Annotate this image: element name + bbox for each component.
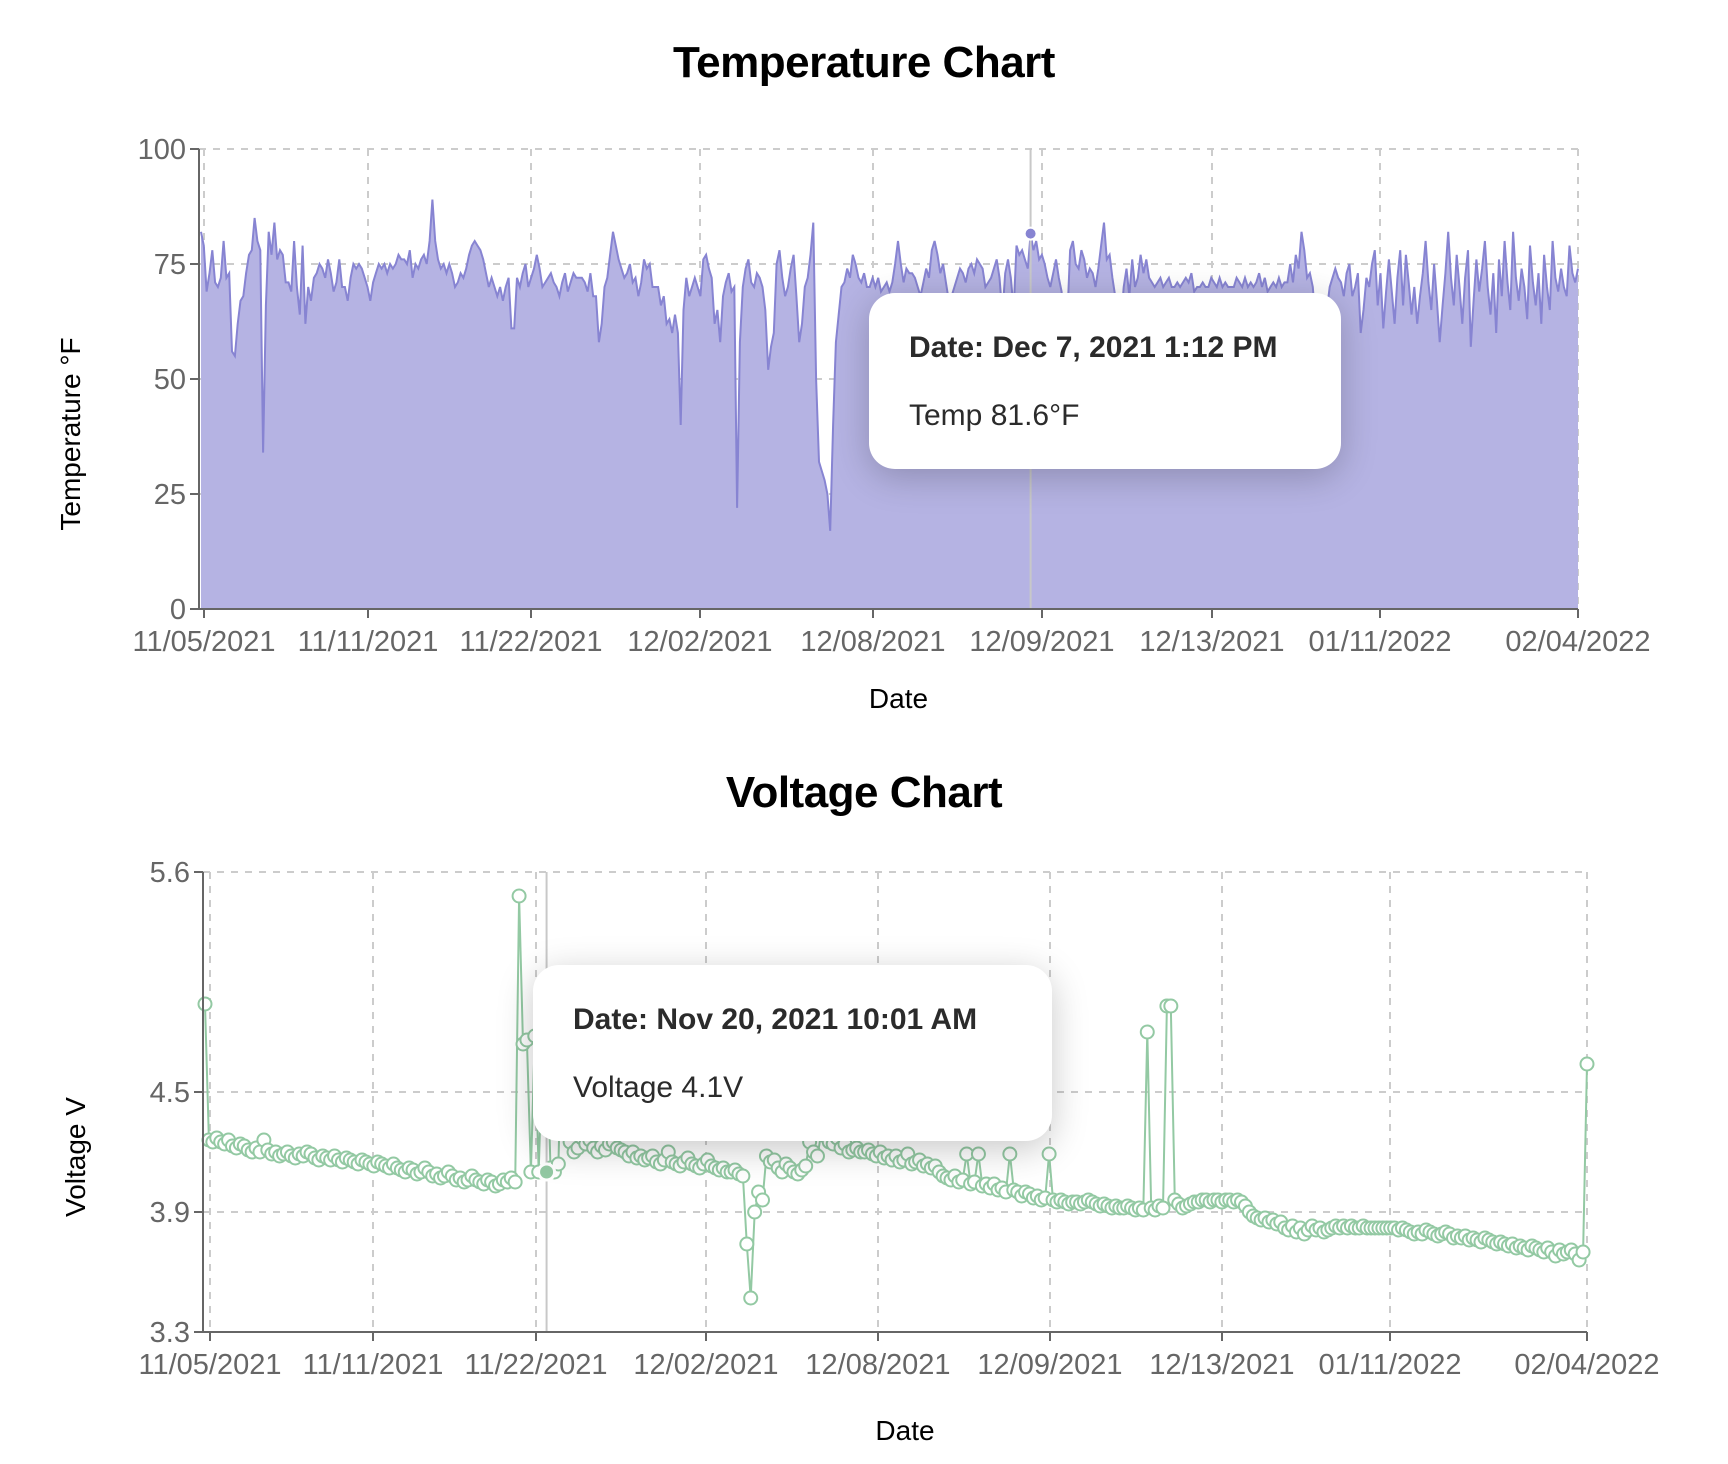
data-point[interactable]	[511, 888, 527, 904]
x-tick-label: 11/22/2021	[465, 1349, 608, 1381]
data-point[interactable]	[743, 1290, 759, 1306]
x-axis-label: Date	[875, 1415, 934, 1446]
y-tick-label: 4.5	[150, 1077, 190, 1109]
y-tick-label: 75	[154, 249, 186, 281]
data-point[interactable]	[735, 1168, 751, 1184]
x-axis-label: Date	[869, 683, 928, 714]
y-axis-label: Temperature °F	[55, 337, 86, 530]
data-point[interactable]	[1139, 1024, 1155, 1040]
voltage-tooltip: Date: Nov 20, 2021 10:01 AM Voltage 4.1V	[533, 965, 1052, 1141]
data-point[interactable]	[1155, 1200, 1171, 1216]
x-tick-label: 12/13/2021	[1139, 626, 1284, 658]
y-tick-label: 50	[154, 364, 186, 396]
x-tick-label: 12/09/2021	[969, 626, 1114, 658]
y-tick-label: 100	[138, 134, 186, 166]
x-tick-label: 01/11/2022	[1319, 1349, 1462, 1381]
y-tick-label: 5.6	[150, 857, 190, 889]
x-tick-label: 01/11/2022	[1309, 626, 1452, 658]
data-point[interactable]	[1002, 1146, 1018, 1162]
voltage-tooltip-value: Voltage 4.1V	[573, 1071, 744, 1104]
x-tick-label: 12/13/2021	[1149, 1349, 1294, 1381]
x-tick-label: 11/11/2021	[298, 626, 439, 658]
temperature-tooltip-value: Temp 81.6°F	[909, 399, 1080, 432]
data-point[interactable]	[747, 1204, 763, 1220]
data-point[interactable]	[197, 996, 213, 1012]
y-tick-label: 25	[154, 479, 186, 511]
x-tick-label: 12/02/2021	[633, 1349, 778, 1381]
y-tick-label: 0	[170, 594, 186, 626]
data-point[interactable]	[1579, 1056, 1595, 1072]
x-tick-label: 12/08/2021	[800, 626, 945, 658]
x-tick-label: 12/02/2021	[627, 626, 772, 658]
x-tick-label: 02/04/2022	[1505, 626, 1650, 658]
x-tick-label: 11/05/2021	[133, 626, 276, 658]
voltage-chart-title: Voltage Chart	[725, 768, 1003, 817]
voltage-tooltip-date: Date: Nov 20, 2021 10:01 AM	[573, 1003, 978, 1036]
data-point[interactable]	[809, 1148, 825, 1164]
temperature-tooltip-date: Date: Dec 7, 2021 1:12 PM	[909, 331, 1278, 364]
y-tick-label: 3.3	[150, 1317, 190, 1349]
active-dot	[537, 1162, 557, 1182]
data-point[interactable]	[550, 1156, 566, 1172]
active-dot	[1023, 226, 1038, 241]
x-tick-label: 11/11/2021	[303, 1349, 444, 1381]
data-point[interactable]	[507, 1174, 523, 1190]
temperature-line	[200, 199, 1579, 531]
x-tick-label: 02/04/2022	[1514, 1349, 1659, 1381]
temperature-chart-title: Temperature Chart	[673, 38, 1055, 87]
x-tick-label: 11/05/2021	[139, 1349, 282, 1381]
x-tick-label: 11/22/2021	[460, 626, 603, 658]
x-tick-label: 12/09/2021	[977, 1349, 1122, 1381]
data-point[interactable]	[970, 1146, 986, 1162]
data-point[interactable]	[1163, 998, 1179, 1014]
x-tick-label: 12/08/2021	[805, 1349, 950, 1381]
voltage-points	[197, 888, 1595, 1306]
y-tick-label: 3.9	[150, 1197, 190, 1229]
y-axis-label: Voltage V	[60, 1097, 91, 1217]
data-point[interactable]	[1041, 1146, 1057, 1162]
temperature-tooltip: Date: Dec 7, 2021 1:12 PM Temp 81.6°F	[869, 293, 1341, 469]
data-point[interactable]	[739, 1236, 755, 1252]
data-point[interactable]	[755, 1192, 771, 1208]
data-point[interactable]	[798, 1158, 814, 1174]
data-point[interactable]	[1575, 1244, 1591, 1260]
